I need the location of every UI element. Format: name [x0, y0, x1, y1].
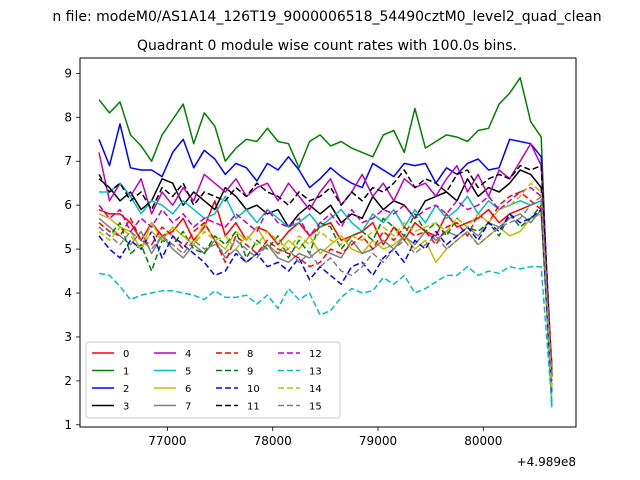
series-line-12	[98, 186, 553, 381]
series-line-7	[98, 208, 553, 390]
series-line-1	[98, 77, 553, 408]
chart-title: Quadrant 0 module wise count rates with …	[137, 38, 517, 54]
series-line-5	[99, 182, 553, 408]
legend-label-6: 6	[185, 384, 191, 395]
legend-label-14: 14	[309, 384, 322, 395]
y-tick-label: 4	[64, 286, 72, 300]
y-tick-label: 7	[64, 154, 72, 168]
y-tick-label: 6	[64, 198, 72, 212]
series-line-9	[98, 204, 553, 386]
x-tick-label: 78000	[254, 434, 292, 448]
series-line-11	[98, 164, 553, 377]
legend-label-15: 15	[309, 402, 322, 413]
legend-label-2: 2	[123, 384, 129, 395]
legend-label-8: 8	[247, 349, 253, 360]
chart-suptitle: n file: modeM0/AS1A14_126T19_9000006518_…	[52, 9, 601, 25]
series-line-2	[98, 123, 553, 377]
series-line-13	[98, 265, 553, 403]
y-tick-label: 5	[64, 242, 72, 256]
y-tick-label: 8	[64, 110, 72, 124]
legend-label-3: 3	[123, 402, 129, 413]
y-tick-label: 2	[64, 374, 72, 388]
y-tick-label: 3	[64, 330, 72, 344]
series-line-3	[98, 169, 553, 373]
legend-label-13: 13	[309, 367, 322, 378]
series-layer	[98, 77, 553, 408]
series-line-4	[98, 142, 553, 368]
legend-label-11: 11	[247, 402, 260, 413]
plot-area-frame	[79, 57, 577, 428]
legend-label-12: 12	[309, 349, 322, 360]
legend-label-0: 0	[123, 349, 129, 360]
series-line-14	[98, 182, 553, 390]
x-tick-label: 77000	[148, 434, 186, 448]
x-tick-label: 80000	[464, 434, 502, 448]
y-tick-label: 9	[64, 66, 72, 80]
y-tick-label: 1	[64, 418, 72, 432]
legend-label-7: 7	[185, 402, 191, 413]
series-line-15	[98, 195, 553, 373]
legend-box	[85, 341, 341, 419]
x-offset-label: +4.989e8	[517, 455, 576, 469]
legend-label-10: 10	[247, 384, 260, 395]
x-tick-label: 79000	[359, 434, 397, 448]
legend-label-1: 1	[123, 367, 129, 378]
legend-label-9: 9	[247, 367, 253, 378]
legend-label-5: 5	[185, 367, 191, 378]
series-line-10	[98, 208, 553, 395]
legend-label-4: 4	[185, 349, 191, 360]
